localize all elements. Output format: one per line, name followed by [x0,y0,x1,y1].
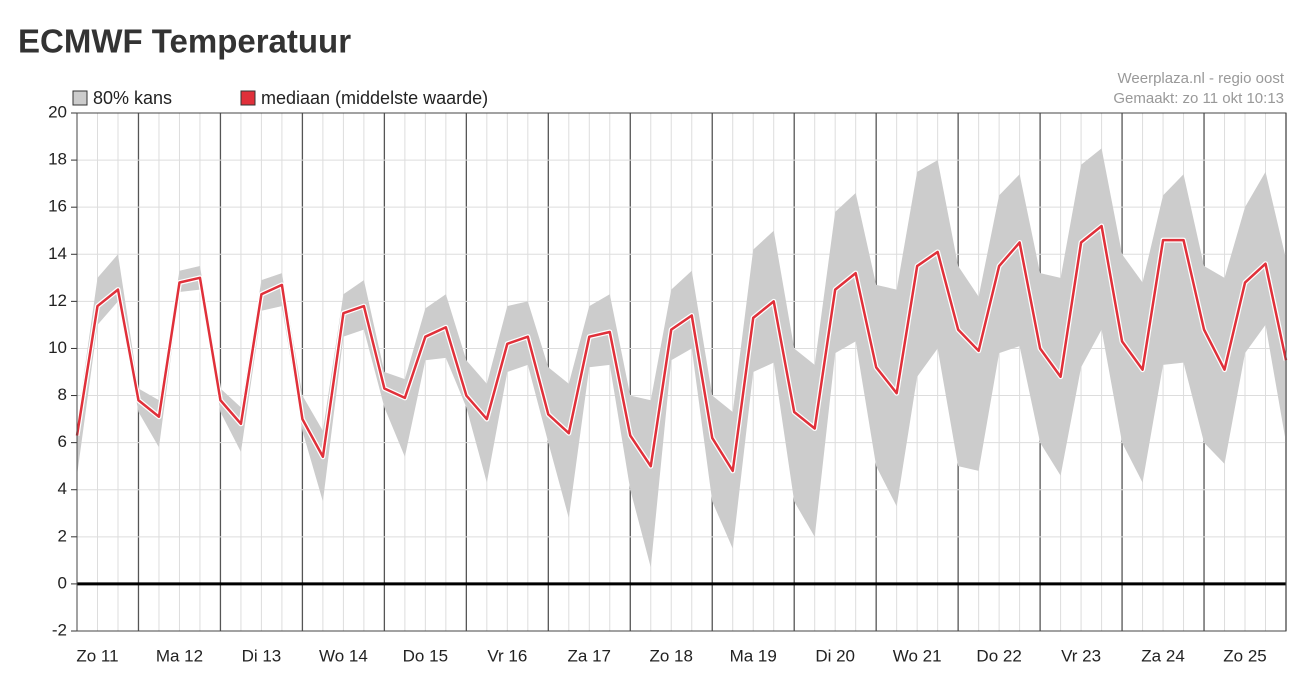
x-tick-label: Zo 11 [76,646,118,665]
y-tick-label: 2 [58,526,67,545]
x-tick-label: Ma 12 [156,646,203,665]
x-tick-label: Za 17 [568,646,611,665]
legend-swatch [240,90,256,106]
x-tick-label: Wo 14 [319,646,368,665]
x-tick-label: Wo 21 [893,646,942,665]
y-tick-label: 14 [48,244,67,263]
y-tick-label: 6 [58,432,67,451]
x-tick-label: Do 22 [976,646,1021,665]
legend-swatch [72,90,88,106]
x-tick-label: Zo 25 [1223,646,1266,665]
y-tick-label: 12 [48,291,67,310]
source: Weerplaza.nl - regio oost [1118,70,1285,87]
x-tick-label: Vr 16 [487,646,527,665]
x-tick-label: Ma 19 [730,646,777,665]
chart-title: ECMWF Temperatuur [18,23,351,60]
x-tick-label: Di 13 [242,646,282,665]
legend-label: 80% kans [93,88,172,108]
legend-label: mediaan (middelste waarde) [261,88,488,108]
x-tick-label: Do 15 [403,646,448,665]
x-tick-label: Za 24 [1141,646,1184,665]
y-tick-label: -2 [52,620,67,639]
band [77,148,1286,568]
y-tick-label: 20 [48,102,67,121]
y-tick-label: 0 [58,573,67,592]
y-tick-label: 16 [48,197,67,216]
created: Gemaakt: zo 11 okt 10:13 [1113,90,1284,107]
x-tick-label: Zo 18 [650,646,693,665]
y-tick-label: 8 [58,385,67,404]
median-line [75,224,1288,473]
x-tick-label: Vr 23 [1061,646,1101,665]
y-tick-label: 10 [48,338,67,357]
y-tick-label: 4 [58,479,67,498]
y-tick-label: 18 [48,150,67,169]
plot-frame [76,112,1287,632]
x-tick-label: Di 20 [815,646,855,665]
